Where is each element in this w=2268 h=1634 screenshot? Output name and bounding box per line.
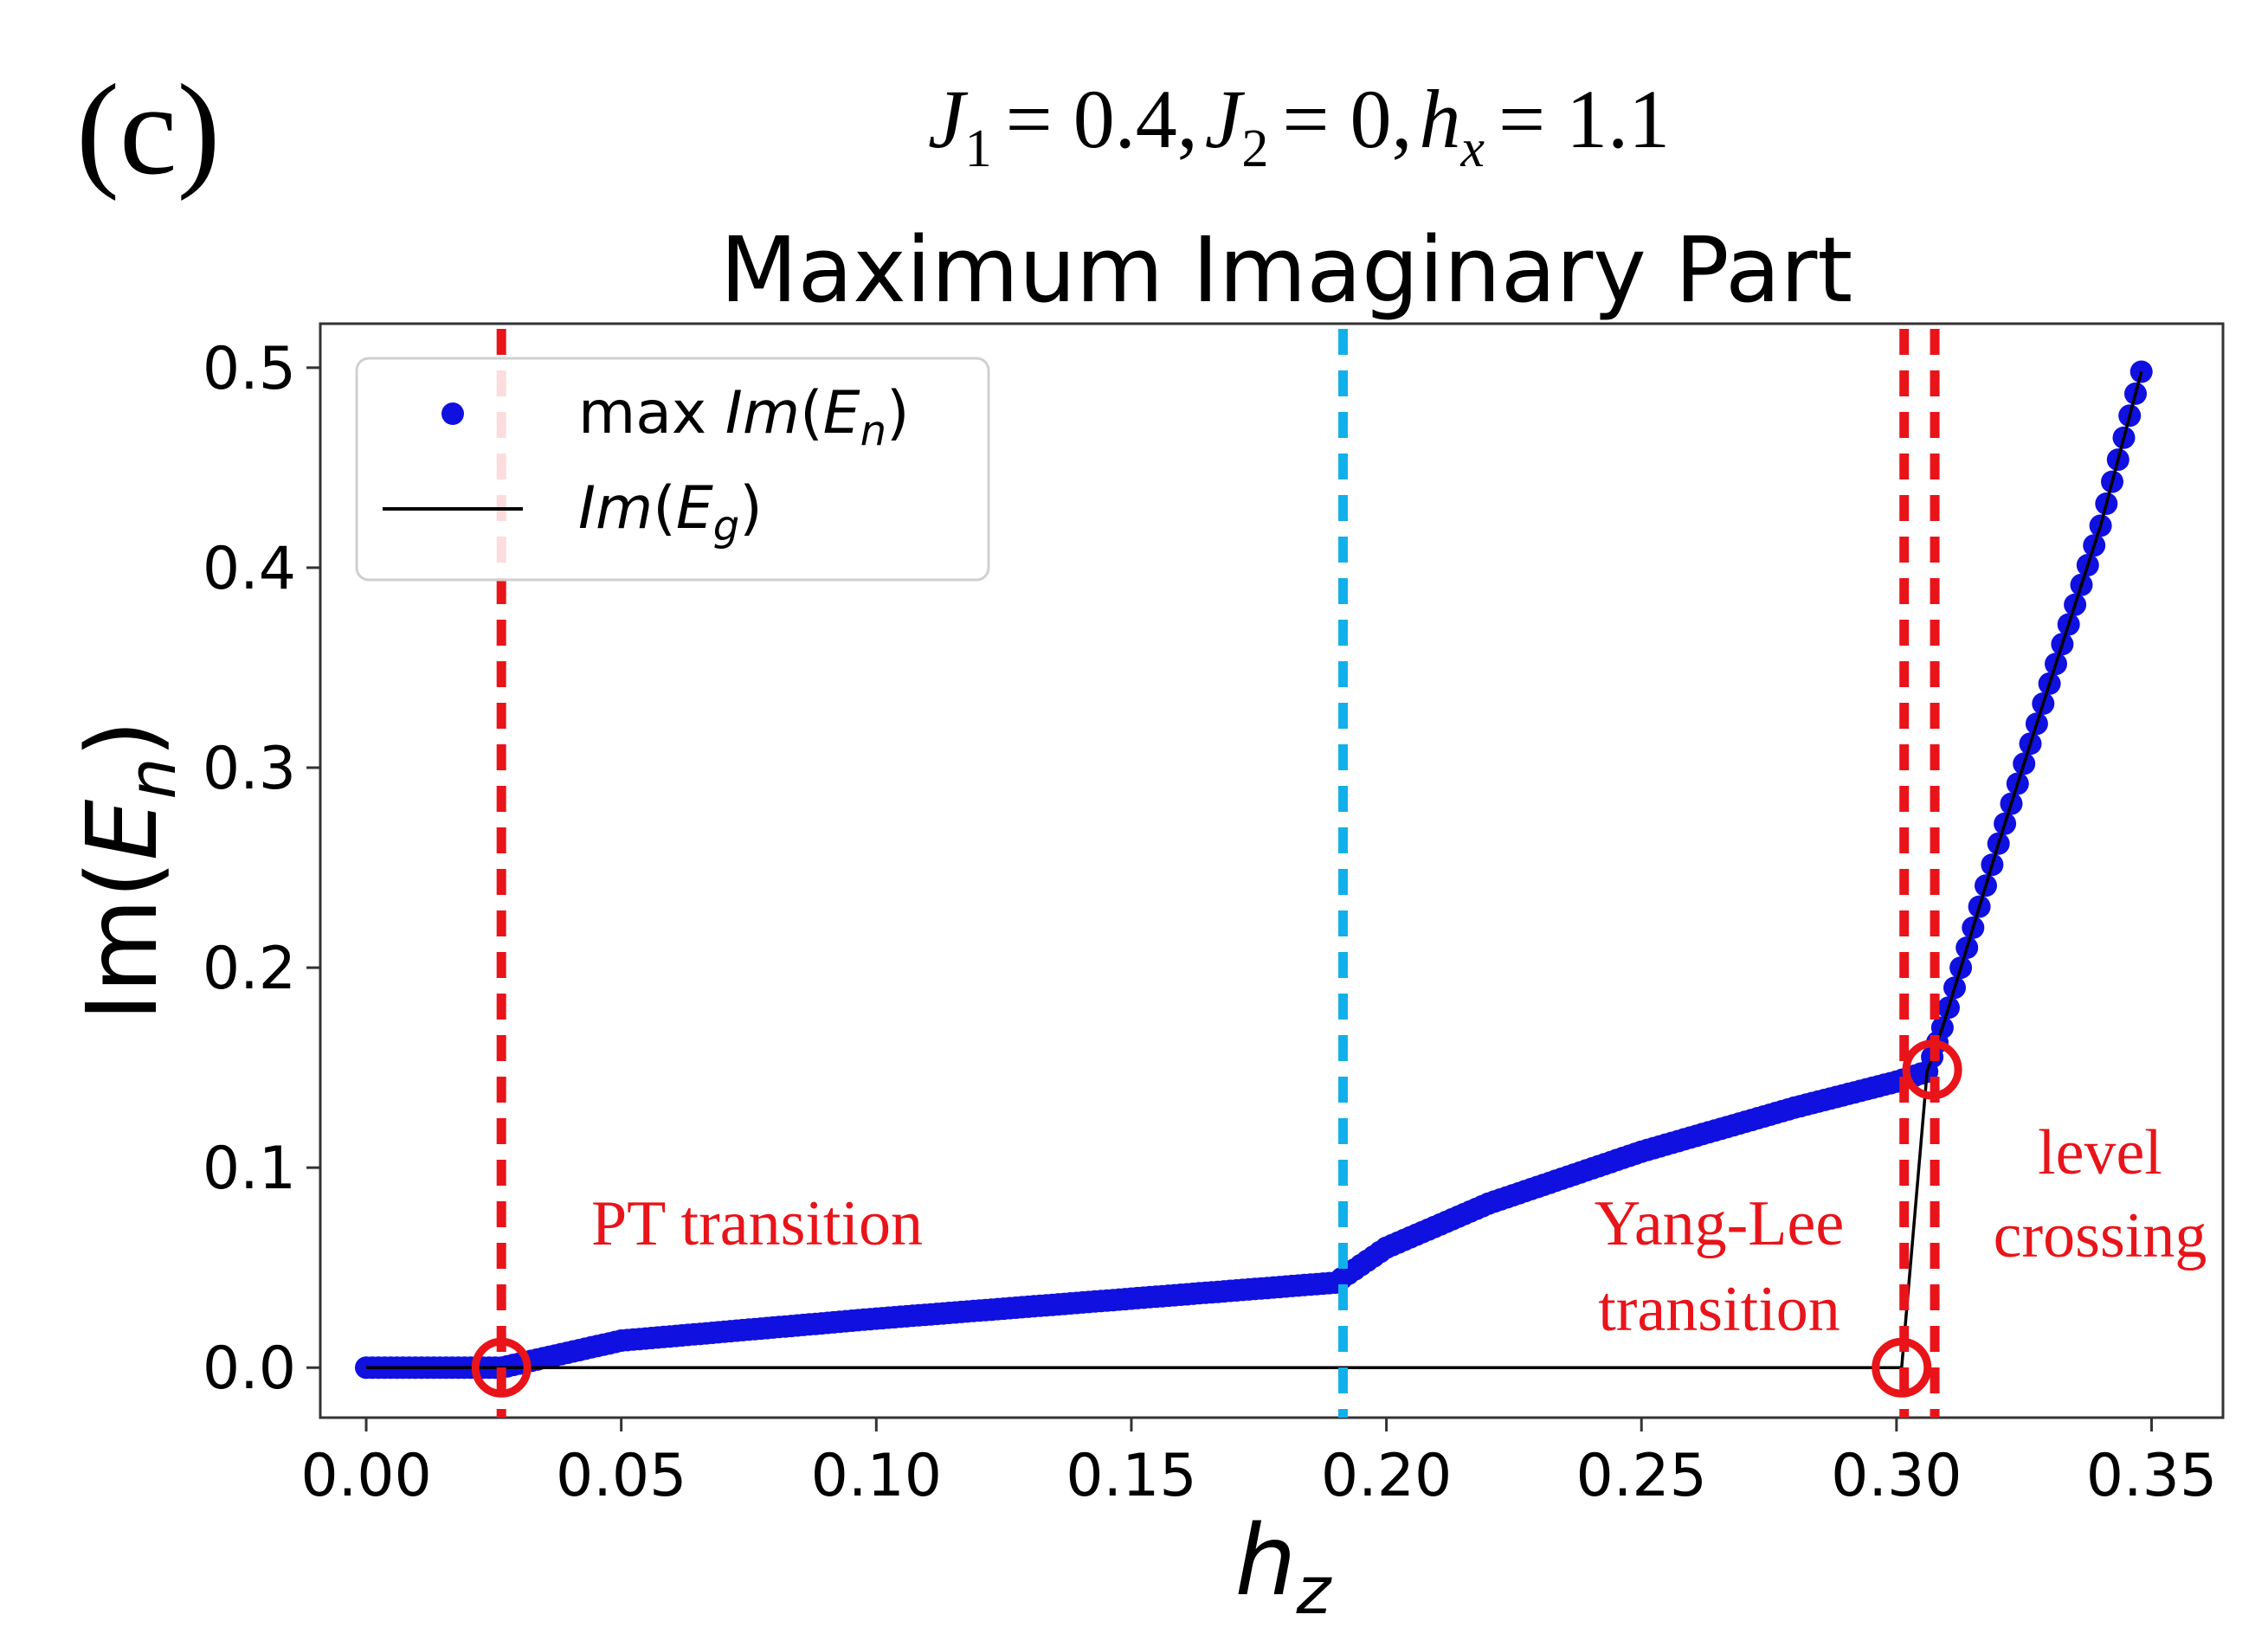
legend-entry-im-eg: Im(Eg) <box>578 474 763 550</box>
level-crossing-marker <box>1902 1039 1962 1100</box>
x-tick-label: 0.30 <box>1831 1442 1962 1510</box>
legend-entry-max-im-en: max Im(En) <box>578 379 910 455</box>
x-tick-label: 0.00 <box>300 1442 431 1510</box>
pt-transition-marker <box>471 1337 532 1398</box>
y-tick-label: 0.3 <box>203 735 296 803</box>
y-tick-label: 0.2 <box>203 935 296 1003</box>
y-ticks: 0.0 0.1 0.2 0.3 0.4 0.5 <box>203 335 320 1403</box>
plot-frame <box>319 322 2225 1419</box>
level-crossing-label-line2: crossing <box>1994 1200 2207 1271</box>
legend: max Im(En) Im(Eg) <box>355 357 990 582</box>
x-tick-label: 0.25 <box>1576 1442 1707 1510</box>
x-tick-label: 0.20 <box>1321 1442 1452 1510</box>
x-tick-label: 0.10 <box>811 1442 942 1510</box>
y-tick-label: 0.1 <box>203 1135 296 1203</box>
yang-lee-label-line1: Yang-Lee <box>1595 1188 1844 1259</box>
x-ticks: 0.00 0.05 0.10 0.15 0.20 0.25 0.30 0.35 <box>300 1418 2217 1510</box>
parameter-header: J1 = 0.4,J2 = 0,hx = 1.1 <box>928 73 1670 178</box>
x-tick-label: 0.35 <box>2086 1442 2217 1510</box>
transition-markers <box>471 1039 1962 1398</box>
y-tick-label: 0.0 <box>203 1335 296 1403</box>
y-tick-label: 0.4 <box>203 535 296 603</box>
chart-title: Maximum Imaginary Part <box>720 217 1852 323</box>
scatter-series <box>355 360 2153 1380</box>
x-tick-label: 0.15 <box>1066 1442 1196 1510</box>
y-tick-label: 0.5 <box>203 335 296 403</box>
y-axis-label: Im(En) <box>67 720 190 1021</box>
x-axis-label: hz <box>1235 1505 1333 1629</box>
yang-lee-marker <box>1872 1337 1932 1398</box>
legend-marker-swatch <box>441 402 464 425</box>
ground-line-series <box>366 371 2143 1369</box>
panel-label: (c) <box>76 58 220 202</box>
ground-line <box>366 371 2143 1369</box>
x-tick-label: 0.05 <box>556 1442 686 1510</box>
yang-lee-label-line2: transition <box>1598 1274 1840 1345</box>
legend-box <box>355 357 990 582</box>
pt-transition-label: PT transition <box>591 1188 923 1259</box>
level-crossing-label-line1: level <box>2038 1117 2162 1188</box>
